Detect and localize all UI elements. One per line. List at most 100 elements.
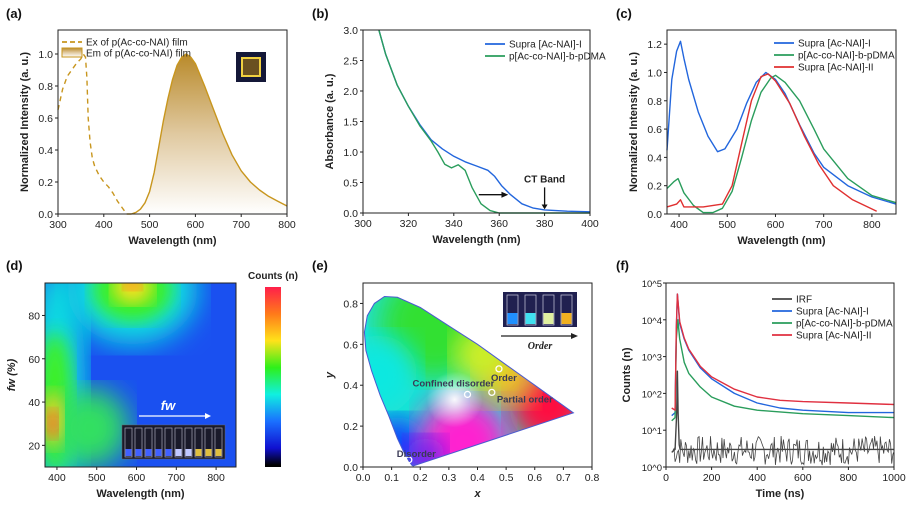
x-axis-title: Wavelength (nm) [128,235,217,247]
vial-liquid [543,313,554,324]
vial-liquid [125,449,132,456]
vial-liquid [507,313,518,324]
legend-label: Em of p(Ac-co-NAI) film [86,49,191,60]
vial [506,294,519,326]
y-axis-title: Counts (n) [621,347,633,402]
x-tick-label: 600 [767,219,785,231]
x-tick-label: 500 [141,219,159,231]
x-axis-title: Wavelength (nm) [96,488,185,500]
fw-label: fw [161,398,176,413]
series-line-3 [671,293,895,411]
x-axis-title: Time (ns) [756,488,805,500]
irf-noise [672,435,895,466]
vial-liquid [185,449,192,456]
cie-color-region-1 [364,335,418,415]
heatmap-region-6 [123,283,142,290]
x-tick-label: 800 [863,219,881,231]
x-tick-label: 400 [95,219,113,231]
heatmap-region-5 [112,283,153,304]
y-axis-title: fw (%) [6,358,18,391]
y-tick-label: 1.0 [343,147,358,159]
legend-label: Supra [Ac-NAI]-I [796,307,869,318]
vial-liquid [205,449,212,456]
cie-point-label: Partial order [497,394,553,405]
y-tick-label: 1.0 [647,67,662,79]
panel-label: (e) [312,258,328,273]
ct-band-label: CT Band [524,175,565,186]
y-tick-label: 0.0 [647,209,662,221]
y-tick-label: 0.8 [343,298,358,310]
y-tick-label: 0.8 [38,81,53,93]
panel-d: (d) fw Counts (n) 400 500 600 700 800 20 40 60 80 Wa… [6,258,298,500]
shift-arrowhead [501,191,509,198]
panel-label: (b) [312,6,329,21]
y-tick-label: 0.6 [343,339,358,351]
x-tick-label: 700 [232,219,250,231]
vial [204,427,213,458]
y-axis-title: Absorbance (a. u.) [324,73,336,169]
y-tick-label: 2.5 [343,56,358,68]
vial-liquid [175,449,182,456]
y-tick-label: 10^3 [642,353,662,364]
panel-label: (d) [6,258,23,273]
series-line-0 [57,53,128,215]
x-tick-label: 320 [400,218,418,230]
x-tick-label: 0.6 [527,472,542,484]
x-tick-label: 400 [48,472,66,484]
y-tick-label: 0.0 [343,462,358,474]
cie-point [488,388,496,397]
x-tick-label: 0.0 [356,472,371,484]
x-tick-label: 800 [840,472,858,484]
series-line-0 [666,40,897,205]
plot-frame [57,29,288,215]
vial [214,427,223,458]
vial-liquid [155,449,162,456]
x-tick-label: 0.2 [413,472,428,484]
legend-label: Ex of p(Ac-co-NAI) film [86,38,188,49]
legend-label: IRF [796,295,812,306]
y-tick-label: 1.0 [38,49,53,61]
ct-band-arrowhead [541,204,548,210]
vial [144,427,153,458]
colorbar-title: Counts (n) [248,271,298,282]
x-tick-label: 400 [670,219,688,231]
vial-liquid [525,313,536,324]
x-tick-label: 600 [794,472,812,484]
y-tick-label: 0.4 [647,152,662,164]
y-tick-label: 10^0 [642,463,662,474]
y-axis-title: Normalized Intensity (a. u.) [628,52,640,192]
x-tick-label: 0.8 [585,472,600,484]
vial [124,427,133,458]
heatmap-region-8 [47,409,58,438]
cie-point-label: Order [491,373,517,384]
x-tick-label: 0.3 [442,472,457,484]
panel-label: (f) [616,258,629,273]
legend-label: Supra [Ac-NAI]-II [796,331,872,342]
y-tick-label: 10^2 [642,389,662,400]
x-tick-label: 300 [354,218,372,230]
legend-label: p[Ac-co-NAI]-b-pDMA [796,319,893,330]
x-tick-label: 0.5 [499,472,514,484]
y-tick-label: 0.2 [343,421,358,433]
y-tick-label: 0.4 [343,380,358,392]
x-tick-label: 400 [581,218,599,230]
legend-swatch [61,47,83,58]
order-label: Order [528,341,553,352]
vial [560,294,573,326]
y-tick-label: 10^4 [642,316,662,327]
x-tick-label: 500 [88,472,106,484]
y-tick-label: 80 [28,310,40,322]
series-line-1 [126,53,288,215]
legend-label: p[Ac-co-NAI]-b-pDMA [509,52,606,63]
y-tick-label: 0.6 [647,124,662,136]
x-tick-label: 800 [278,219,296,231]
vial [154,427,163,458]
y-tick-label: 0.0 [343,208,358,220]
cie-point [495,365,503,373]
y-tick-label: 10^1 [642,426,662,437]
series-line-1 [666,74,897,214]
x-tick-label: 0 [663,472,669,484]
